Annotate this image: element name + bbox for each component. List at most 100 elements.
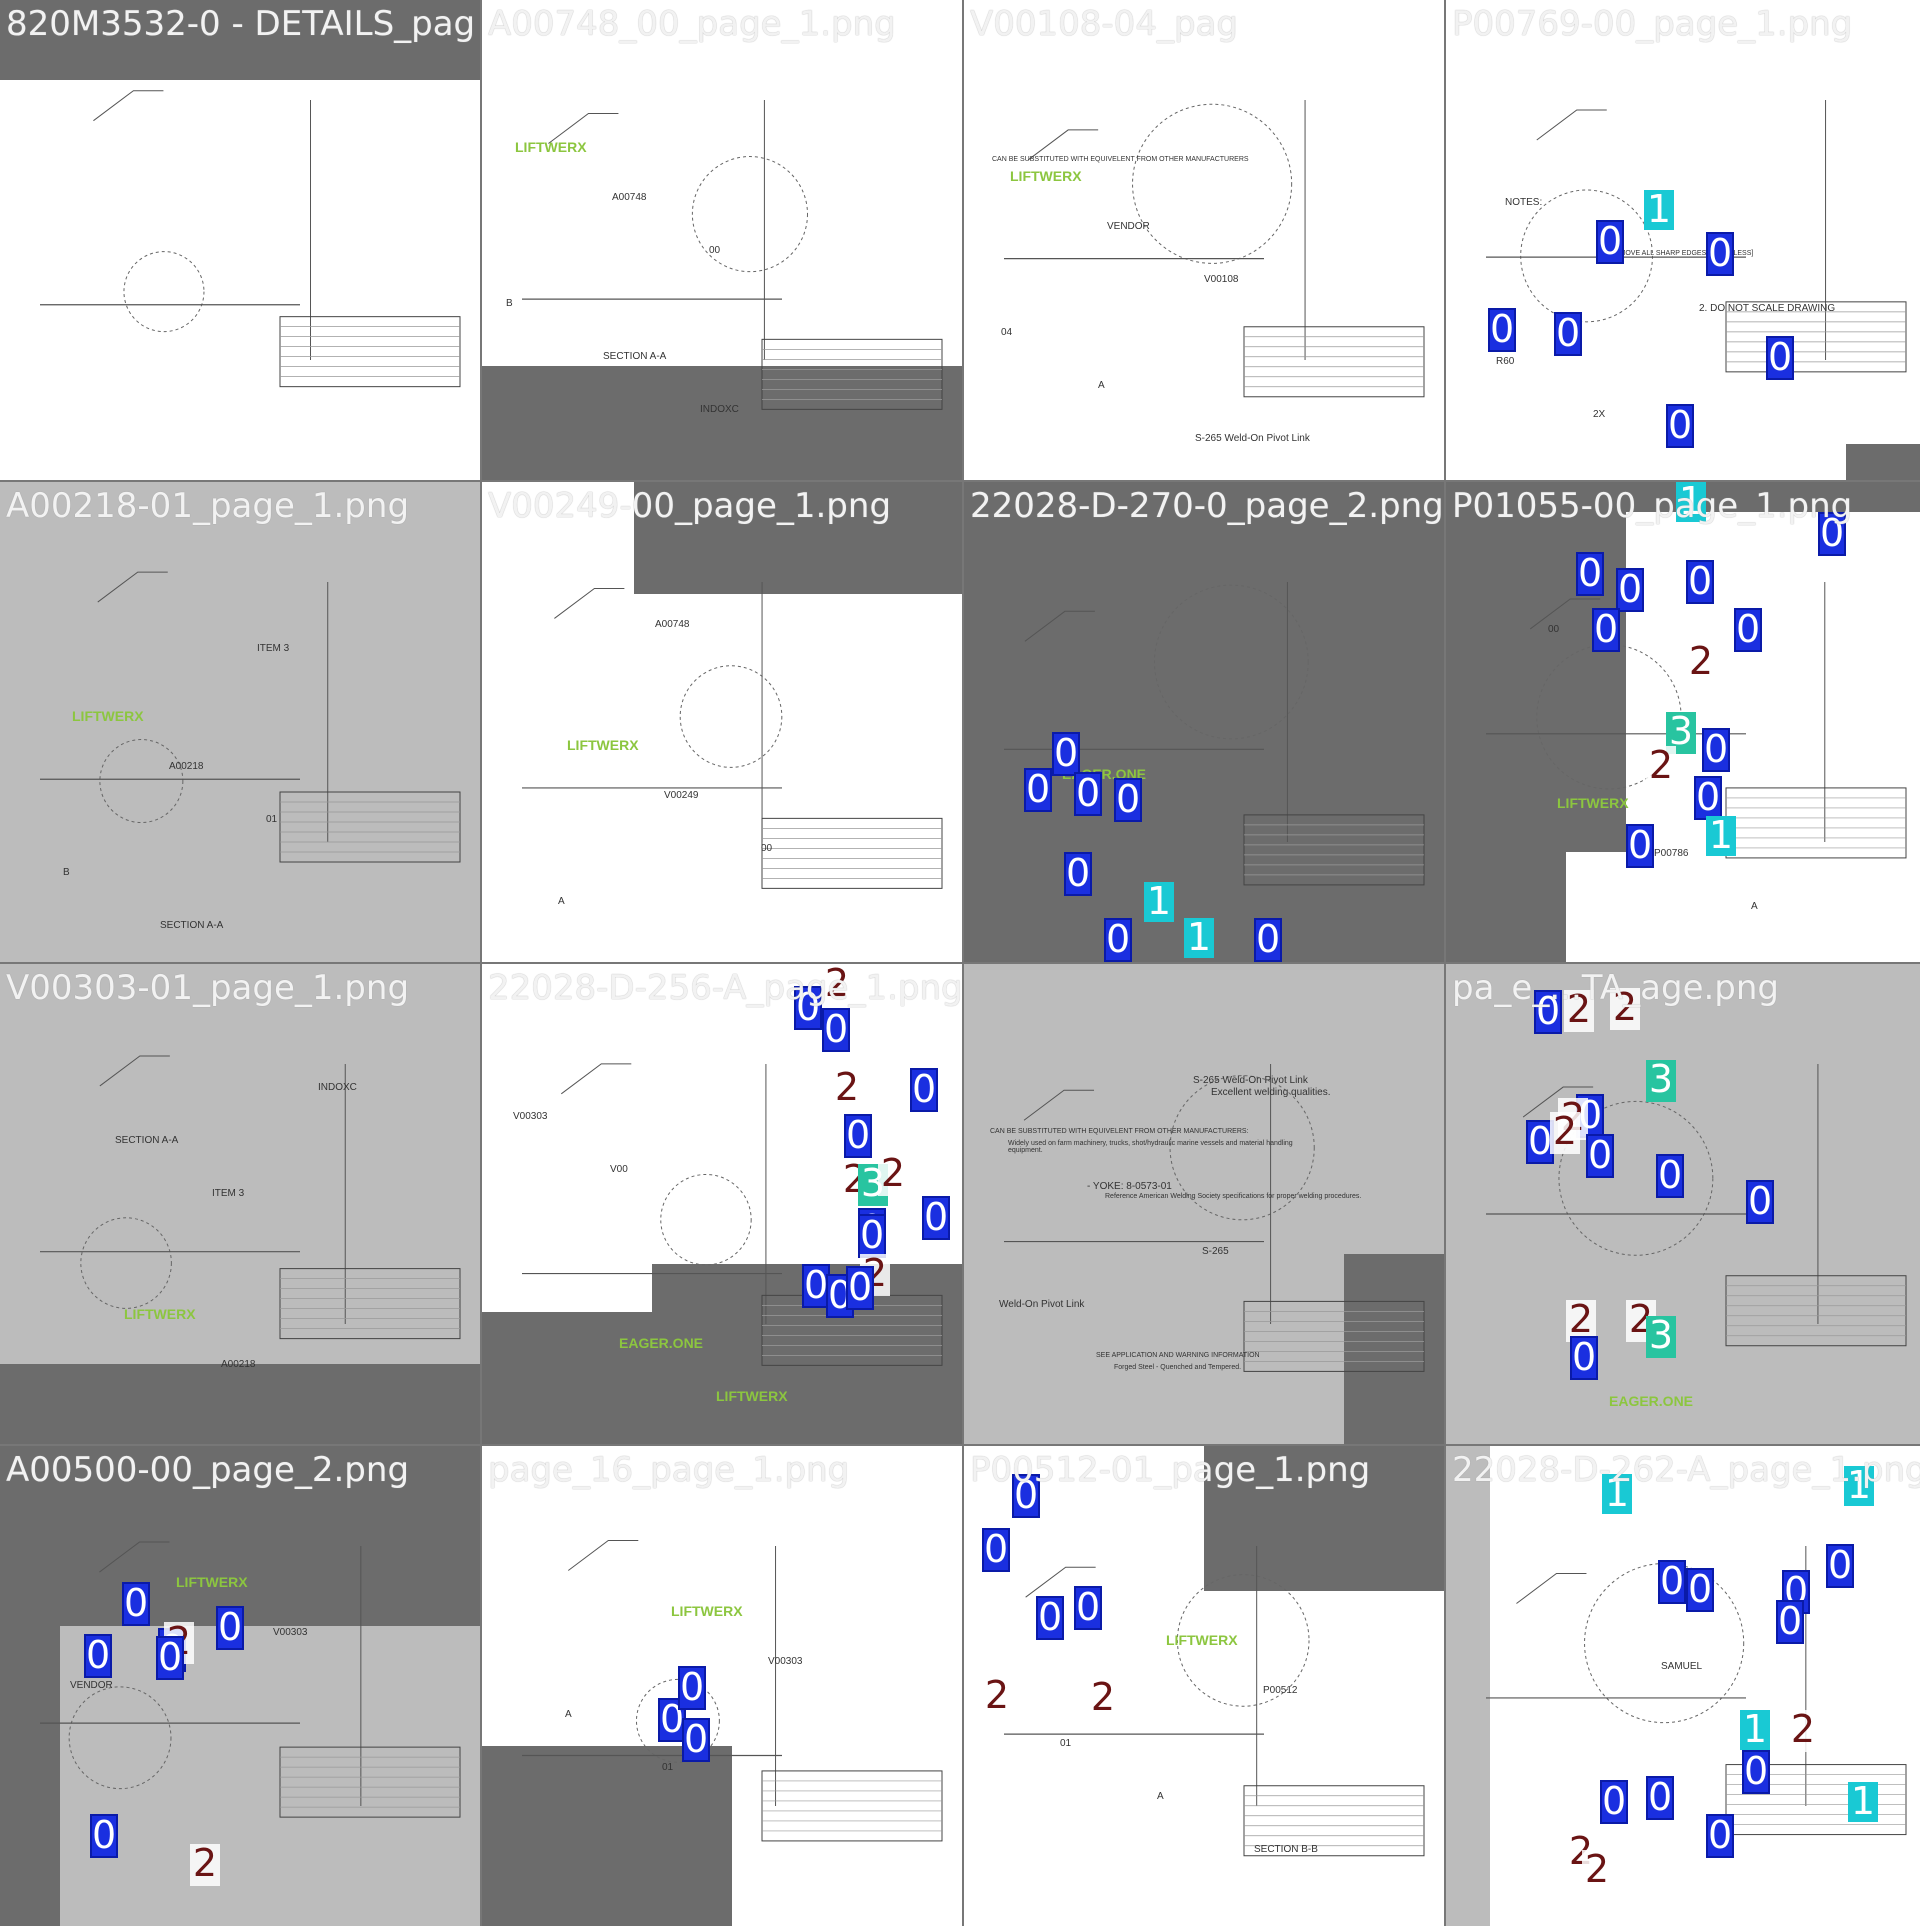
annotation-badge: 0: [1646, 1775, 1674, 1820]
drawing-text: A00218: [221, 1359, 256, 1370]
annotation-badge: 0: [1616, 567, 1644, 612]
grid-tile: 820M3532-0 - DETAILS_pag: [0, 0, 480, 480]
annotation-badge: 0: [90, 1813, 118, 1858]
drawing-text: SAMUEL: [1661, 1661, 1703, 1672]
drawing-circle: [660, 1173, 752, 1266]
page-margin: [964, 482, 1444, 962]
annotation-badge: 0: [1114, 777, 1142, 822]
page-margin: [1846, 444, 1920, 480]
page-margin: [1204, 1446, 1444, 1591]
annotation-badge: 3: [1646, 1316, 1676, 1358]
drawing-sketch: [40, 571, 461, 863]
drawing-text: 2. DO NOT SCALE DRAWING: [1699, 303, 1836, 314]
annotation-badge: 0: [682, 1717, 710, 1762]
drawing-text: A00218: [169, 761, 204, 772]
annotation-badge: 0: [1052, 731, 1080, 776]
grid-tile: NOTES: 1. REMOVE ALL SHARP EDGES [R1 OR L…: [1446, 0, 1920, 480]
annotation-badge: 0: [794, 985, 822, 1030]
drawing-circle: [99, 739, 184, 824]
drawing-text: NOTES:: [1505, 197, 1543, 208]
grid-tile: LIFTWERX VENDOR V00108 04 A S-265 Weld-On Piv…: [964, 0, 1444, 480]
annotation-badge: 1: [1676, 482, 1706, 522]
drawing-circle: [1176, 1574, 1310, 1707]
drawing-text: SECTION A-A: [603, 351, 667, 362]
leader-line: [1536, 109, 1607, 141]
drawing-circle: [691, 156, 809, 273]
drawing-text: LIFTWERX: [72, 708, 144, 724]
drawing-text: ITEM 3: [212, 1188, 245, 1199]
leader-line: [548, 113, 619, 144]
title-block: [279, 791, 461, 863]
drawing-text: SEE APPLICATION AND WARNING INFORMATION: [1096, 1352, 1260, 1359]
leader-line: [99, 1055, 170, 1087]
drawing-text: A: [565, 1709, 572, 1720]
annotation-badge: 2: [822, 964, 852, 1006]
title-block: [279, 1268, 461, 1340]
drawing-text: 00: [761, 843, 773, 854]
drawing-circle: [679, 665, 783, 768]
annotation-badge: 0: [1104, 917, 1132, 962]
annotation-badge: 0: [1554, 311, 1582, 356]
leader-line: [1516, 1573, 1587, 1604]
drawing-text: LIFTWERX: [671, 1603, 743, 1619]
annotation-badge: 2: [982, 1676, 1012, 1718]
annotation-badge: 3: [1666, 712, 1696, 754]
grid-tile: EAGER.ONE LIFTWERX V00303 V00 22028-D-256-A_…: [482, 964, 962, 1444]
annotation-badge: 0: [1074, 771, 1102, 816]
drawing-sketch: [522, 1539, 943, 1842]
annotation-badge: 2: [1566, 1300, 1596, 1342]
drawing-text: LIFTWERX: [716, 1388, 788, 1404]
drawing-text: A: [558, 896, 565, 907]
annotation-badge: 2: [1582, 1850, 1612, 1892]
drawing-text: 00: [1548, 624, 1560, 635]
drawing-text: SECTION A-A: [160, 920, 224, 931]
drawing-sketch: [1004, 100, 1425, 398]
page-margin: [634, 482, 962, 594]
drawing-text: A: [1751, 901, 1758, 912]
page-margin: [1566, 482, 1920, 512]
drawing-circle: [1558, 1100, 1714, 1256]
annotation-badge: 0: [1064, 851, 1092, 896]
title-block: [1725, 1275, 1907, 1347]
drawing-circle: [80, 1217, 172, 1309]
drawing-text: Weld-On Pivot Link: [999, 1299, 1085, 1310]
drawing-circle: [635, 1678, 720, 1763]
annotation-badge: 1: [1602, 1474, 1632, 1514]
drawing-text: P00786: [1654, 848, 1689, 859]
annotation-badge: 0: [1626, 823, 1654, 868]
page-margin: [0, 964, 480, 1364]
page-margin: [482, 1746, 732, 1926]
leader-line: [560, 1063, 632, 1095]
drawing-sketch: [522, 582, 943, 889]
page-margin: [1344, 1254, 1444, 1444]
annotation-badge: 0: [802, 1263, 830, 1308]
drawing-text: V00303: [513, 1111, 548, 1122]
annotation-badge: 2: [1610, 988, 1640, 1030]
drawing-text: V00303: [768, 1656, 803, 1667]
drawing-text: LIFTWERX: [515, 139, 587, 155]
drawing-sketch: [40, 1055, 461, 1340]
drawing-text: P00512: [1263, 1685, 1298, 1696]
drawing-text: Excellent welding qualities.: [1211, 1087, 1331, 1098]
annotation-badge: 1: [1848, 1782, 1878, 1822]
annotation-badge: 0: [1600, 1779, 1628, 1824]
page-margin: [1446, 964, 1920, 1444]
annotation-badge: 0: [1766, 335, 1794, 380]
drawing-text: EAGER.ONE: [1609, 1393, 1694, 1409]
grid-tile: LIFTWERX V00303 VENDOR A00500-00_page_2.png…: [0, 1446, 480, 1926]
grid-tile: Forged Steel - Quenched and Tempered. Exc…: [964, 964, 1444, 1444]
drawing-text: LIFTWERX: [1557, 795, 1629, 811]
annotation-badge: 2: [1646, 746, 1676, 788]
title-block: [1243, 326, 1425, 398]
drawing-text: INDOXC: [318, 1082, 357, 1093]
drawing-sketch: [1004, 582, 1425, 886]
annotation-badge: 1: [1144, 882, 1174, 922]
drawing-text: V00249: [664, 790, 699, 801]
drawing-text: B: [506, 298, 513, 309]
drawing-text: EAGER.ONE: [619, 1335, 704, 1351]
annotation-badge: 1: [1706, 816, 1736, 856]
annotation-badge: 0: [858, 1213, 886, 1258]
drawing-sketch: [1486, 1546, 1907, 1836]
drawing-sketch: [40, 90, 461, 388]
drawing-sketch: [1004, 1064, 1425, 1372]
